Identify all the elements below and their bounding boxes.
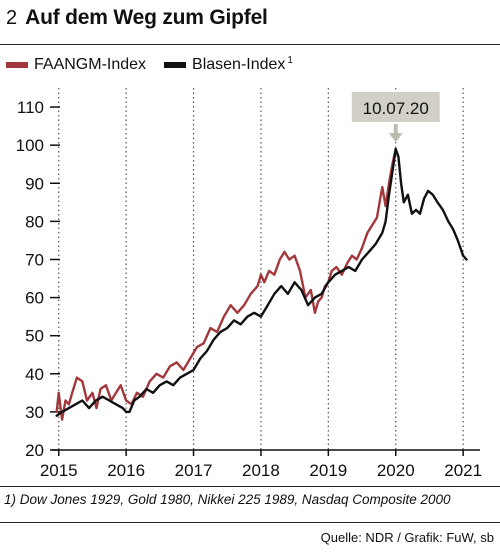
source-rule [0,522,500,523]
series-line-faangm [55,147,397,421]
annotation-arrow-head [388,133,403,143]
x-tick-label-2017: 2017 [175,461,213,480]
y-tick-label-80: 80 [25,212,44,231]
x-tick-label-2016: 2016 [107,461,145,480]
source-credit: Quelle: NDR / Grafik: FuW, sb [320,530,494,545]
legend-label-faangm: FAANGM-Index [34,56,147,73]
legend-label-blasen: Blasen-Index [192,56,286,73]
x-tick-label-2015: 2015 [40,461,78,480]
y-tick-label-70: 70 [25,250,44,269]
legend-swatch-faangm [6,62,28,68]
legend-item-faangm: FAANGM-Index [6,56,146,74]
footnote-rule [0,486,500,487]
y-tick-label-110: 110 [17,98,44,117]
y-tick-label-20: 20 [25,441,44,460]
y-tick-label-90: 90 [25,174,44,193]
annotation-label: 10.07.20 [363,99,429,118]
legend-swatch-blasen [164,62,187,68]
y-tick-label-30: 30 [25,403,44,422]
x-tick-label-2019: 2019 [309,461,347,480]
y-tick-label-60: 60 [25,289,44,308]
y-tick-label-100: 100 [16,136,44,155]
x-tick-label-2018: 2018 [242,461,280,480]
chart-heading: 2 Auf dem Weg zum Gipfel [6,6,268,36]
figure-number: 2 [6,7,18,29]
legend-footnote-marker: 1 [287,54,293,66]
x-tick-label-2021: 2021 [444,461,482,480]
y-tick-label-40: 40 [25,365,44,384]
line-chart: 20 30 40 50 60 70 80 90 100 110 2015 2016 2017 2018 20… [16,88,482,480]
series-line-blasen [55,147,468,417]
legend: FAANGM-Index Blasen-Index 1 [6,54,311,74]
footnote: 1) Dow Jones 1929, Gold 1980, Nikkei 225… [4,492,451,507]
chart-title: Auf dem Weg zum Gipfel [25,6,268,29]
annotation-box [351,92,440,122]
y-tick-label-50: 50 [25,327,44,346]
top-rule [0,44,500,45]
legend-item-blasen: Blasen-Index 1 [164,54,293,74]
x-tick-label-2020: 2020 [377,461,415,480]
